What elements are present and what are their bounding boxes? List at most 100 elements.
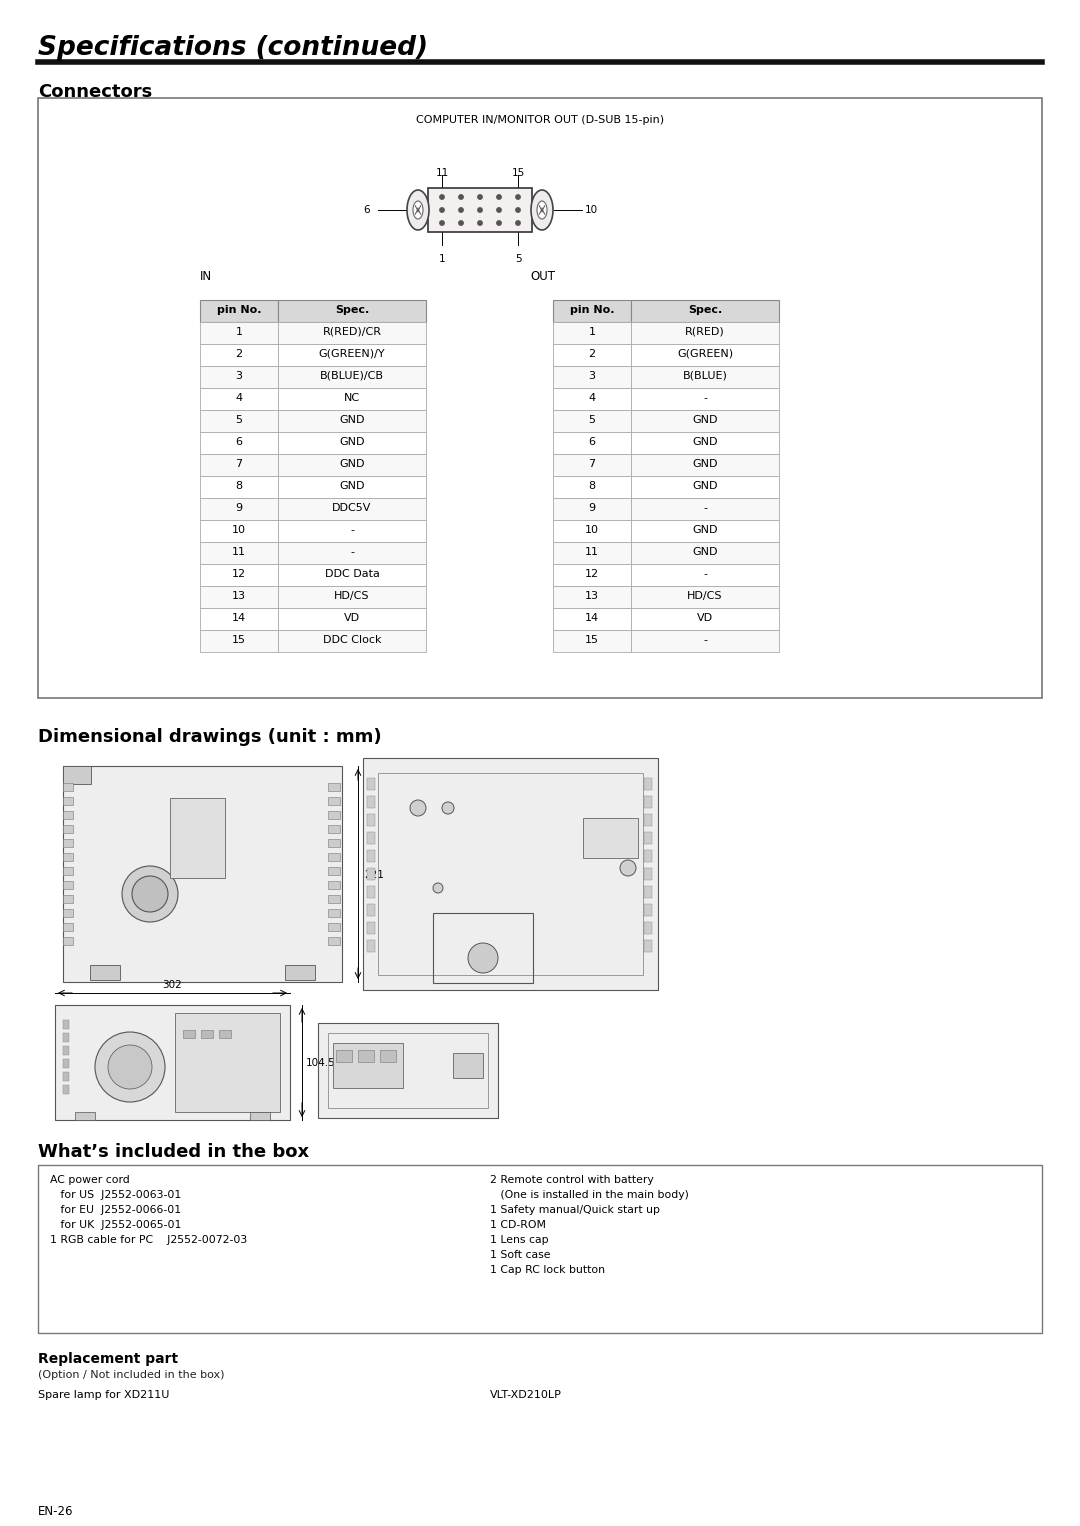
Bar xyxy=(453,1053,483,1077)
Text: 14: 14 xyxy=(585,613,599,623)
Text: DDC Data: DDC Data xyxy=(325,569,379,578)
Bar xyxy=(433,913,534,983)
Text: G(GREEN): G(GREEN) xyxy=(677,349,733,359)
Bar xyxy=(367,868,375,881)
Bar xyxy=(90,964,120,980)
Bar xyxy=(367,887,375,897)
Bar xyxy=(278,410,426,432)
Bar xyxy=(63,937,73,945)
Bar xyxy=(200,607,278,630)
Bar xyxy=(367,922,375,934)
Bar xyxy=(367,832,375,844)
Bar xyxy=(553,607,631,630)
Circle shape xyxy=(95,1032,165,1102)
Text: 104.5: 104.5 xyxy=(306,1058,336,1068)
Ellipse shape xyxy=(407,191,429,230)
Circle shape xyxy=(132,876,168,913)
Bar xyxy=(631,630,779,652)
Text: R(RED)/CR: R(RED)/CR xyxy=(323,327,381,337)
Text: B(BLUE): B(BLUE) xyxy=(683,371,728,382)
Bar xyxy=(631,343,779,366)
Text: GND: GND xyxy=(692,415,718,426)
Bar xyxy=(63,783,73,790)
Bar xyxy=(553,322,631,343)
Bar xyxy=(631,607,779,630)
Bar xyxy=(63,923,73,931)
Text: 2: 2 xyxy=(235,349,243,359)
Bar xyxy=(201,1030,213,1038)
Bar xyxy=(278,520,426,542)
Bar xyxy=(63,1033,69,1042)
Bar xyxy=(631,410,779,432)
Bar xyxy=(631,586,779,607)
Text: 7: 7 xyxy=(235,459,243,468)
Text: 10: 10 xyxy=(585,204,598,215)
Bar xyxy=(200,343,278,366)
Text: 11: 11 xyxy=(585,546,599,557)
Circle shape xyxy=(410,800,426,816)
Bar xyxy=(278,455,426,476)
Bar xyxy=(63,1085,69,1094)
Bar xyxy=(278,366,426,388)
Text: 1 Cap RC lock button: 1 Cap RC lock button xyxy=(490,1265,605,1276)
Bar xyxy=(553,586,631,607)
Circle shape xyxy=(477,195,482,200)
Bar xyxy=(553,565,631,586)
Bar xyxy=(367,850,375,862)
Bar xyxy=(38,1164,1042,1334)
Text: 4: 4 xyxy=(589,394,595,403)
Text: for US  J2552-0063-01: for US J2552-0063-01 xyxy=(50,1190,181,1199)
Bar xyxy=(200,322,278,343)
Bar xyxy=(183,1030,195,1038)
Bar xyxy=(644,778,652,790)
Circle shape xyxy=(516,208,521,212)
Text: 3: 3 xyxy=(589,371,595,382)
Text: 15: 15 xyxy=(585,635,599,645)
Bar xyxy=(631,366,779,388)
Bar xyxy=(380,1050,396,1062)
Bar xyxy=(631,520,779,542)
Circle shape xyxy=(620,861,636,876)
Circle shape xyxy=(442,803,454,813)
Bar xyxy=(328,923,340,931)
Bar xyxy=(278,476,426,497)
Bar xyxy=(644,797,652,807)
Text: 9: 9 xyxy=(235,504,243,513)
Bar xyxy=(63,766,342,983)
Text: 1: 1 xyxy=(438,253,445,264)
Bar xyxy=(328,937,340,945)
Text: 3: 3 xyxy=(235,371,243,382)
Text: COMPUTER IN/MONITOR OUT (D-SUB 15-pin): COMPUTER IN/MONITOR OUT (D-SUB 15-pin) xyxy=(416,114,664,125)
Bar xyxy=(631,497,779,520)
Bar xyxy=(200,388,278,410)
Text: pin No.: pin No. xyxy=(217,305,261,314)
Bar xyxy=(357,1050,374,1062)
Text: VD: VD xyxy=(343,613,360,623)
Bar xyxy=(644,832,652,844)
Circle shape xyxy=(122,865,178,922)
Text: -: - xyxy=(350,546,354,557)
Circle shape xyxy=(497,208,501,212)
Ellipse shape xyxy=(537,201,546,220)
Bar xyxy=(631,322,779,343)
Bar xyxy=(644,903,652,916)
Circle shape xyxy=(433,884,443,893)
Text: NC: NC xyxy=(343,394,360,403)
Text: DDC Clock: DDC Clock xyxy=(323,635,381,645)
Text: 8: 8 xyxy=(589,481,595,491)
Circle shape xyxy=(516,221,521,226)
Bar xyxy=(328,853,340,861)
Bar xyxy=(644,922,652,934)
Bar xyxy=(38,98,1042,697)
Text: Spec.: Spec. xyxy=(335,305,369,314)
Bar xyxy=(63,1059,69,1068)
Bar xyxy=(278,565,426,586)
Text: 15: 15 xyxy=(511,168,525,179)
Bar xyxy=(328,896,340,903)
Text: 5: 5 xyxy=(589,415,595,426)
Text: 4: 4 xyxy=(235,394,243,403)
Text: DDC5V: DDC5V xyxy=(333,504,372,513)
Bar xyxy=(367,940,375,952)
Bar xyxy=(553,388,631,410)
Bar xyxy=(278,388,426,410)
